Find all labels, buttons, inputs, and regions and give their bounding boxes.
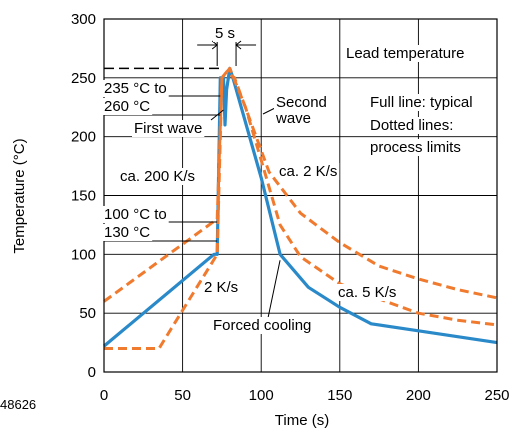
y-tick-label: 250 — [71, 70, 96, 87]
annotation-background — [102, 206, 169, 223]
figure-id: 48626 — [0, 397, 36, 412]
annotation-background — [368, 139, 463, 156]
y-tick-label: 100 — [71, 246, 96, 263]
annotation-second-wave-line2: wave — [275, 110, 311, 127]
series-layer — [102, 66, 498, 350]
x-tick-label: 150 — [327, 387, 352, 404]
annotation-background — [102, 98, 153, 115]
annotation-background — [132, 120, 205, 137]
annotation-full-line: Full line: typical — [370, 94, 473, 111]
annotation-process-limits: process limits — [370, 139, 461, 156]
x-tick-label: 100 — [249, 387, 274, 404]
annotation-background — [344, 45, 467, 62]
annotation-background — [202, 279, 241, 296]
annotation-rate-2-upper: ca. 2 K/s — [279, 163, 337, 180]
annotation-background — [102, 80, 169, 97]
forced-cooling-leader — [267, 260, 281, 319]
annotation-background — [368, 94, 475, 111]
annotation-background — [211, 317, 314, 334]
annotation-background — [213, 25, 238, 42]
y-tick-label: 0 — [88, 364, 96, 381]
first-wave-leader — [210, 109, 224, 121]
annotation-range-low-line1: 100 °C to — [104, 206, 167, 223]
annotation-background — [274, 94, 329, 111]
annotation-background — [273, 110, 314, 127]
y-tick-label: 300 — [71, 11, 96, 28]
x-tick-label: 50 — [174, 387, 191, 404]
annotation-rate-200: ca. 200 K/s — [120, 168, 195, 185]
y-axis-label: Temperature (°C) — [11, 138, 28, 253]
y-tick-label: 150 — [71, 188, 96, 205]
annotation-rate-5: ca. 5 K/s — [338, 284, 396, 301]
annotation-first-wave: First wave — [134, 120, 202, 137]
annotations: 5 s Lead temperature 235 °C to 260 °C Fi… — [102, 25, 475, 334]
y-tick-label: 50 — [79, 305, 96, 322]
annotation-background — [368, 117, 456, 134]
annotation-background — [336, 284, 399, 301]
plot-border — [103, 18, 498, 373]
annotation-range-high-line1: 235 °C to — [104, 80, 167, 97]
series-process-limit-1 — [103, 70, 498, 303]
x-tick-label: 250 — [484, 387, 509, 404]
annotation-forced-cooling: Forced cooling — [213, 317, 311, 334]
x-axis-label: Time (s) — [275, 412, 329, 429]
annotation-second-wave-line1: Second — [276, 94, 327, 111]
annotation-range-low-line2: 130 °C — [104, 224, 150, 241]
annotation-background — [118, 168, 198, 185]
annotation-lead-temperature: Lead temperature — [346, 45, 464, 62]
plot-frame — [103, 18, 498, 373]
y-tick-label: 200 — [71, 129, 96, 146]
five-s-right-arrow — [235, 40, 257, 50]
annotation-rate-2-lower: 2 K/s — [204, 279, 238, 296]
second-wave-leader — [262, 107, 276, 115]
x-tick-label: 0 — [100, 387, 108, 404]
x-tick-label: 200 — [406, 387, 431, 404]
annotation-range-high-line2: 260 °C — [104, 98, 150, 115]
annotation-dotted-lines: Dotted lines: — [370, 117, 453, 134]
annotation-background — [277, 163, 340, 180]
tick-labels: 0 50 100 150 200 250 300 0 50 100 150 200 250 — [71, 11, 510, 404]
annotation-5s: 5 s — [215, 25, 235, 42]
annotation-background — [102, 224, 153, 241]
five-s-left-arrow — [197, 40, 218, 50]
